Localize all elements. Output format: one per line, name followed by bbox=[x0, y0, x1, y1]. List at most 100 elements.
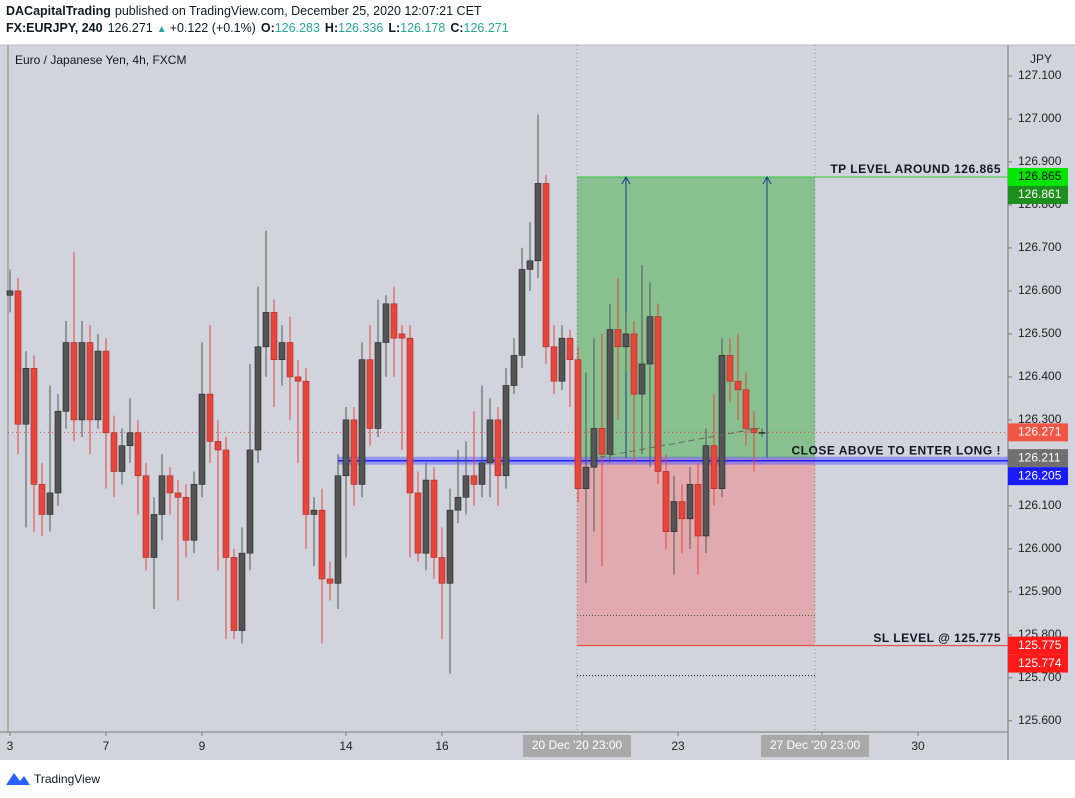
candle-body bbox=[286, 342, 294, 378]
candle-body bbox=[742, 389, 750, 429]
candle-body bbox=[166, 475, 174, 494]
ohlc-label: L: bbox=[388, 21, 400, 35]
candle-body bbox=[262, 312, 270, 348]
x-tick-label: 14 bbox=[339, 739, 353, 753]
candle-body bbox=[46, 492, 54, 515]
candle-body bbox=[670, 501, 678, 532]
candle-body bbox=[398, 333, 406, 339]
ohlc-label: O: bbox=[261, 21, 275, 35]
candle-body bbox=[686, 484, 694, 520]
candle-body bbox=[678, 501, 686, 520]
header-bg bbox=[0, 0, 1075, 45]
x-tick-label: 7 bbox=[103, 739, 110, 753]
candle-body bbox=[494, 419, 502, 477]
candle-body bbox=[302, 380, 310, 515]
candle-body bbox=[382, 303, 390, 343]
ohlc-value: 126.178 bbox=[400, 21, 445, 35]
candle-body bbox=[654, 316, 662, 472]
symbol-line: FX:EURJPY, 240 126.271 ▲ +0.122 (+0.1%) O:12… bbox=[6, 21, 509, 35]
y-tick-label: 127.000 bbox=[1018, 111, 1062, 125]
candle-body bbox=[374, 342, 382, 429]
candle-body bbox=[350, 419, 358, 485]
ohlc-value: 126.283 bbox=[275, 21, 320, 35]
price-label: 126.861 bbox=[1018, 187, 1062, 201]
candle-body bbox=[110, 432, 118, 472]
candle-body bbox=[598, 428, 606, 455]
price-label-box bbox=[1008, 423, 1068, 442]
date-label: 27 Dec '20 23:00 bbox=[770, 738, 861, 752]
candle-body bbox=[134, 432, 142, 477]
candle-body bbox=[566, 337, 574, 360]
candle-body bbox=[606, 329, 614, 455]
y-tick-label: 125.600 bbox=[1018, 713, 1062, 727]
candle-body bbox=[150, 514, 158, 558]
candle-body bbox=[318, 509, 326, 580]
candle-body bbox=[294, 376, 302, 382]
x-tick-label: 16 bbox=[435, 739, 449, 753]
ohlc-value: 126.271 bbox=[464, 21, 509, 35]
y-tick-label: 127.100 bbox=[1018, 68, 1062, 82]
annotation: CLOSE ABOVE TO ENTER LONG ! bbox=[791, 443, 1001, 457]
candle-body bbox=[534, 183, 542, 262]
y-unit: JPY bbox=[1030, 52, 1052, 66]
ohlc-label: C: bbox=[450, 21, 463, 35]
y-tick-label: 126.900 bbox=[1018, 154, 1062, 168]
candle-body bbox=[454, 496, 462, 511]
candle-body bbox=[310, 509, 318, 515]
y-tick-label: 126.700 bbox=[1018, 240, 1062, 254]
candle-body bbox=[406, 337, 414, 494]
candle-body bbox=[358, 359, 366, 485]
last: 126.271 bbox=[108, 21, 153, 35]
candle-body bbox=[118, 445, 126, 472]
candle-body bbox=[230, 557, 238, 631]
candle-body bbox=[582, 466, 590, 489]
candle-body bbox=[94, 350, 102, 421]
trend-line bbox=[599, 427, 761, 458]
candle-body bbox=[646, 316, 654, 365]
price-label-box bbox=[1008, 185, 1068, 204]
footer-bg bbox=[0, 760, 1075, 798]
candle-body bbox=[502, 385, 510, 477]
candle-body bbox=[174, 492, 182, 498]
candle-body bbox=[270, 312, 278, 360]
price-label: 126.205 bbox=[1018, 468, 1062, 482]
annotation: TP LEVEL AROUND 126.865 bbox=[830, 162, 1001, 176]
candle-body bbox=[614, 329, 622, 348]
candle-body bbox=[478, 462, 486, 485]
candle-body bbox=[62, 342, 70, 412]
candle-body bbox=[622, 333, 630, 348]
candle-body bbox=[254, 346, 262, 451]
candle-body bbox=[222, 449, 230, 558]
y-tick-label: 126.500 bbox=[1018, 326, 1062, 340]
symbol: FX:EURJPY, 240 bbox=[6, 21, 103, 35]
candle-body bbox=[470, 475, 478, 485]
price-label-box bbox=[1008, 467, 1068, 486]
y-tick-label: 126.100 bbox=[1018, 498, 1062, 512]
candle-body bbox=[326, 578, 334, 584]
price-label-box bbox=[1008, 167, 1068, 186]
candle-body bbox=[126, 432, 134, 446]
date-box bbox=[761, 735, 869, 757]
candle-body bbox=[758, 432, 766, 434]
y-tick-label: 126.600 bbox=[1018, 283, 1062, 297]
candle-body bbox=[14, 290, 22, 425]
candle-body bbox=[438, 557, 446, 584]
candle-body bbox=[30, 367, 38, 485]
y-tick-label: 126.400 bbox=[1018, 369, 1062, 383]
candle-body bbox=[558, 337, 566, 382]
candle-body bbox=[486, 419, 494, 464]
x-tick-label: 3 bbox=[7, 739, 14, 753]
price-label-box bbox=[1008, 654, 1068, 673]
ohlc-label: H: bbox=[325, 21, 338, 35]
price-label: 126.865 bbox=[1018, 169, 1062, 183]
candle-body bbox=[238, 552, 246, 631]
arrow: ▲ bbox=[157, 24, 167, 35]
candle-body bbox=[750, 428, 758, 434]
candle-body bbox=[190, 484, 198, 541]
price-label: 126.271 bbox=[1018, 425, 1062, 439]
candle-body bbox=[662, 471, 670, 532]
y-tick-label: 126.000 bbox=[1018, 541, 1062, 555]
published: published on TradingView.com, December 2… bbox=[115, 4, 482, 18]
candle-body bbox=[446, 509, 454, 584]
ohlc-value: 126.336 bbox=[338, 21, 383, 35]
